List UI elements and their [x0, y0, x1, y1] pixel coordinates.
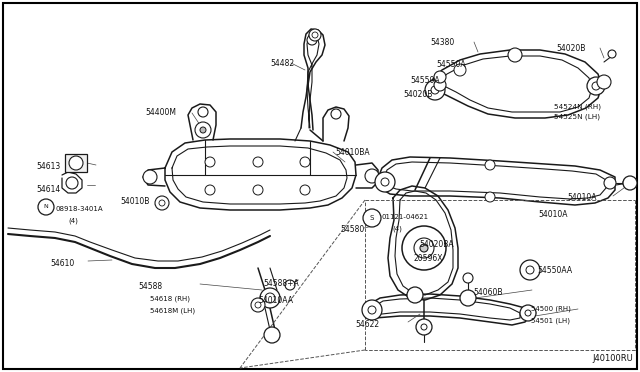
Text: 54550A: 54550A	[410, 76, 440, 85]
Text: 54618 (RH): 54618 (RH)	[150, 296, 190, 302]
Circle shape	[454, 64, 466, 76]
Text: 54588+A: 54588+A	[263, 279, 299, 288]
Circle shape	[253, 185, 263, 195]
Circle shape	[300, 157, 310, 167]
Text: 54020B: 54020B	[403, 90, 433, 99]
Circle shape	[200, 127, 206, 133]
Text: 54610: 54610	[50, 259, 74, 268]
Text: 54613: 54613	[36, 162, 60, 171]
Text: 54588: 54588	[138, 282, 162, 291]
Circle shape	[520, 260, 540, 280]
Text: (4): (4)	[68, 217, 78, 224]
Circle shape	[434, 71, 446, 83]
Circle shape	[525, 310, 531, 316]
Text: 54580: 54580	[340, 225, 364, 234]
Circle shape	[597, 75, 611, 89]
Circle shape	[362, 300, 382, 320]
Text: 54550AA: 54550AA	[537, 266, 572, 275]
Text: 54400M: 54400M	[145, 108, 176, 117]
Text: 54525N (LH): 54525N (LH)	[554, 114, 600, 121]
Circle shape	[608, 50, 616, 58]
Text: J40100RU: J40100RU	[592, 354, 633, 363]
Circle shape	[381, 178, 389, 186]
Circle shape	[307, 35, 317, 45]
Text: 20596X: 20596X	[414, 254, 444, 263]
Circle shape	[434, 79, 446, 91]
Circle shape	[587, 77, 605, 95]
Circle shape	[485, 192, 495, 202]
Circle shape	[69, 156, 83, 170]
Text: 54618M (LH): 54618M (LH)	[150, 308, 195, 314]
Circle shape	[265, 293, 275, 303]
Circle shape	[38, 199, 54, 215]
Circle shape	[425, 80, 445, 100]
Circle shape	[143, 170, 157, 184]
Circle shape	[485, 160, 495, 170]
Text: 54010BA: 54010BA	[335, 148, 370, 157]
Circle shape	[414, 238, 434, 258]
Circle shape	[331, 109, 341, 119]
Circle shape	[604, 177, 616, 189]
Circle shape	[205, 157, 215, 167]
Text: 54622: 54622	[355, 320, 379, 329]
Circle shape	[623, 178, 633, 188]
Text: 54020BA: 54020BA	[419, 240, 454, 249]
Text: 54550A: 54550A	[436, 60, 466, 69]
Circle shape	[66, 177, 78, 189]
Circle shape	[195, 122, 211, 138]
Circle shape	[199, 126, 207, 134]
Circle shape	[416, 319, 432, 335]
Circle shape	[198, 107, 208, 117]
Text: 54010A: 54010A	[567, 193, 596, 202]
Text: 54501 (LH): 54501 (LH)	[531, 317, 570, 324]
Text: 08918-3401A: 08918-3401A	[55, 206, 102, 212]
Circle shape	[431, 86, 439, 94]
Circle shape	[264, 327, 280, 343]
Circle shape	[255, 302, 261, 308]
Text: 54500 (RH): 54500 (RH)	[531, 305, 571, 311]
Circle shape	[421, 324, 427, 330]
Circle shape	[363, 209, 381, 227]
Circle shape	[253, 157, 263, 167]
Bar	[65, 154, 87, 172]
Circle shape	[420, 244, 428, 252]
Circle shape	[159, 200, 165, 206]
Circle shape	[368, 306, 376, 314]
Text: 54010A: 54010A	[538, 210, 568, 219]
Circle shape	[407, 287, 423, 303]
Circle shape	[623, 176, 637, 190]
Circle shape	[520, 305, 536, 321]
Circle shape	[312, 32, 318, 38]
Text: 54060B: 54060B	[473, 288, 502, 297]
Circle shape	[526, 266, 534, 274]
Text: 54020B: 54020B	[556, 44, 586, 53]
Circle shape	[463, 273, 473, 283]
Text: 54482: 54482	[270, 59, 294, 68]
Circle shape	[205, 185, 215, 195]
Text: (4): (4)	[392, 226, 402, 232]
Circle shape	[375, 172, 395, 192]
Circle shape	[260, 288, 280, 308]
Circle shape	[402, 226, 446, 270]
Text: 54380: 54380	[430, 38, 454, 47]
Text: 01121-04621: 01121-04621	[381, 214, 428, 220]
Circle shape	[251, 298, 265, 312]
Text: N: N	[44, 205, 49, 209]
Circle shape	[592, 82, 600, 90]
Circle shape	[508, 48, 522, 62]
Text: 54614: 54614	[36, 185, 60, 194]
Text: S: S	[370, 215, 374, 221]
Circle shape	[300, 185, 310, 195]
Circle shape	[460, 290, 476, 306]
Circle shape	[365, 169, 379, 183]
Circle shape	[285, 280, 295, 290]
Circle shape	[155, 196, 169, 210]
Text: 54524N (RH): 54524N (RH)	[554, 103, 601, 109]
Text: 54010AA: 54010AA	[258, 296, 293, 305]
Text: 54010B: 54010B	[120, 197, 149, 206]
Circle shape	[309, 29, 321, 41]
